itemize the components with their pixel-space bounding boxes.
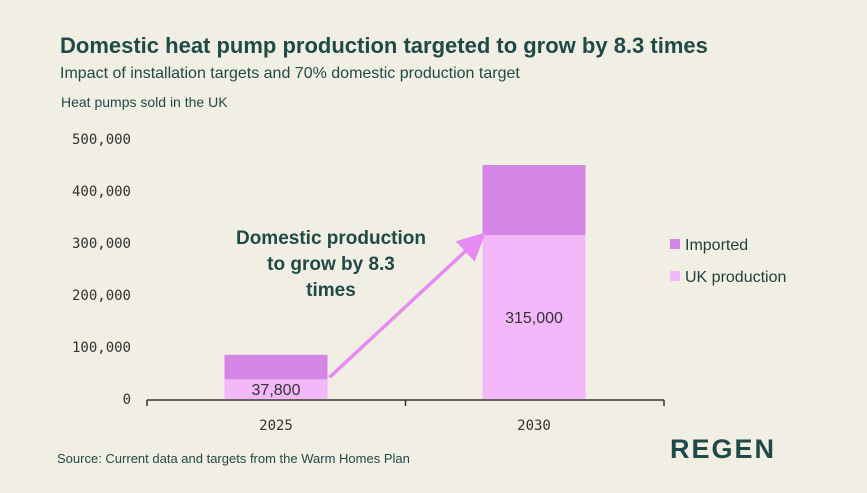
annotation-text-line: to grow by 8.3 <box>267 254 395 275</box>
bar-uk-production-2025 <box>224 379 328 399</box>
chart-subtitle: Impact of installation targets and 70% d… <box>60 65 520 82</box>
bar-imported-2025 <box>224 354 328 380</box>
y-axis-label: Heat pumps sold in the UK <box>61 94 228 110</box>
y-tick-label: 200,000 <box>72 288 131 304</box>
source-note: Source: Current data and targets from th… <box>57 451 410 466</box>
growth-arrow <box>328 232 486 379</box>
annotation-text-line: times <box>306 280 356 301</box>
legend-uk-production-swatch <box>670 271 680 281</box>
x-tick-label: 2030 <box>517 418 551 434</box>
bar-uk-production-2030 <box>482 235 586 399</box>
y-tick-label: 300,000 <box>72 236 131 252</box>
x-tick-label: 2025 <box>259 418 293 434</box>
y-tick-label: 400,000 <box>72 184 131 200</box>
y-tick-label: 0 <box>123 392 131 408</box>
legend-uk-production-label: UK production <box>685 269 786 286</box>
bar-imported-2030 <box>482 165 586 236</box>
y-tick-label: 500,000 <box>72 132 131 148</box>
y-tick-label: 100,000 <box>72 340 131 356</box>
regen-logo: REGEN <box>670 434 777 464</box>
legend-imported-swatch <box>670 239 680 249</box>
chart-title: Domestic heat pump production targeted t… <box>60 33 708 58</box>
data-label-2030: 315,000 <box>505 310 563 327</box>
annotation-text-line: Domestic production <box>236 228 426 249</box>
data-label-2025: 37,800 <box>252 382 301 399</box>
legend-imported-label: Imported <box>685 237 748 254</box>
